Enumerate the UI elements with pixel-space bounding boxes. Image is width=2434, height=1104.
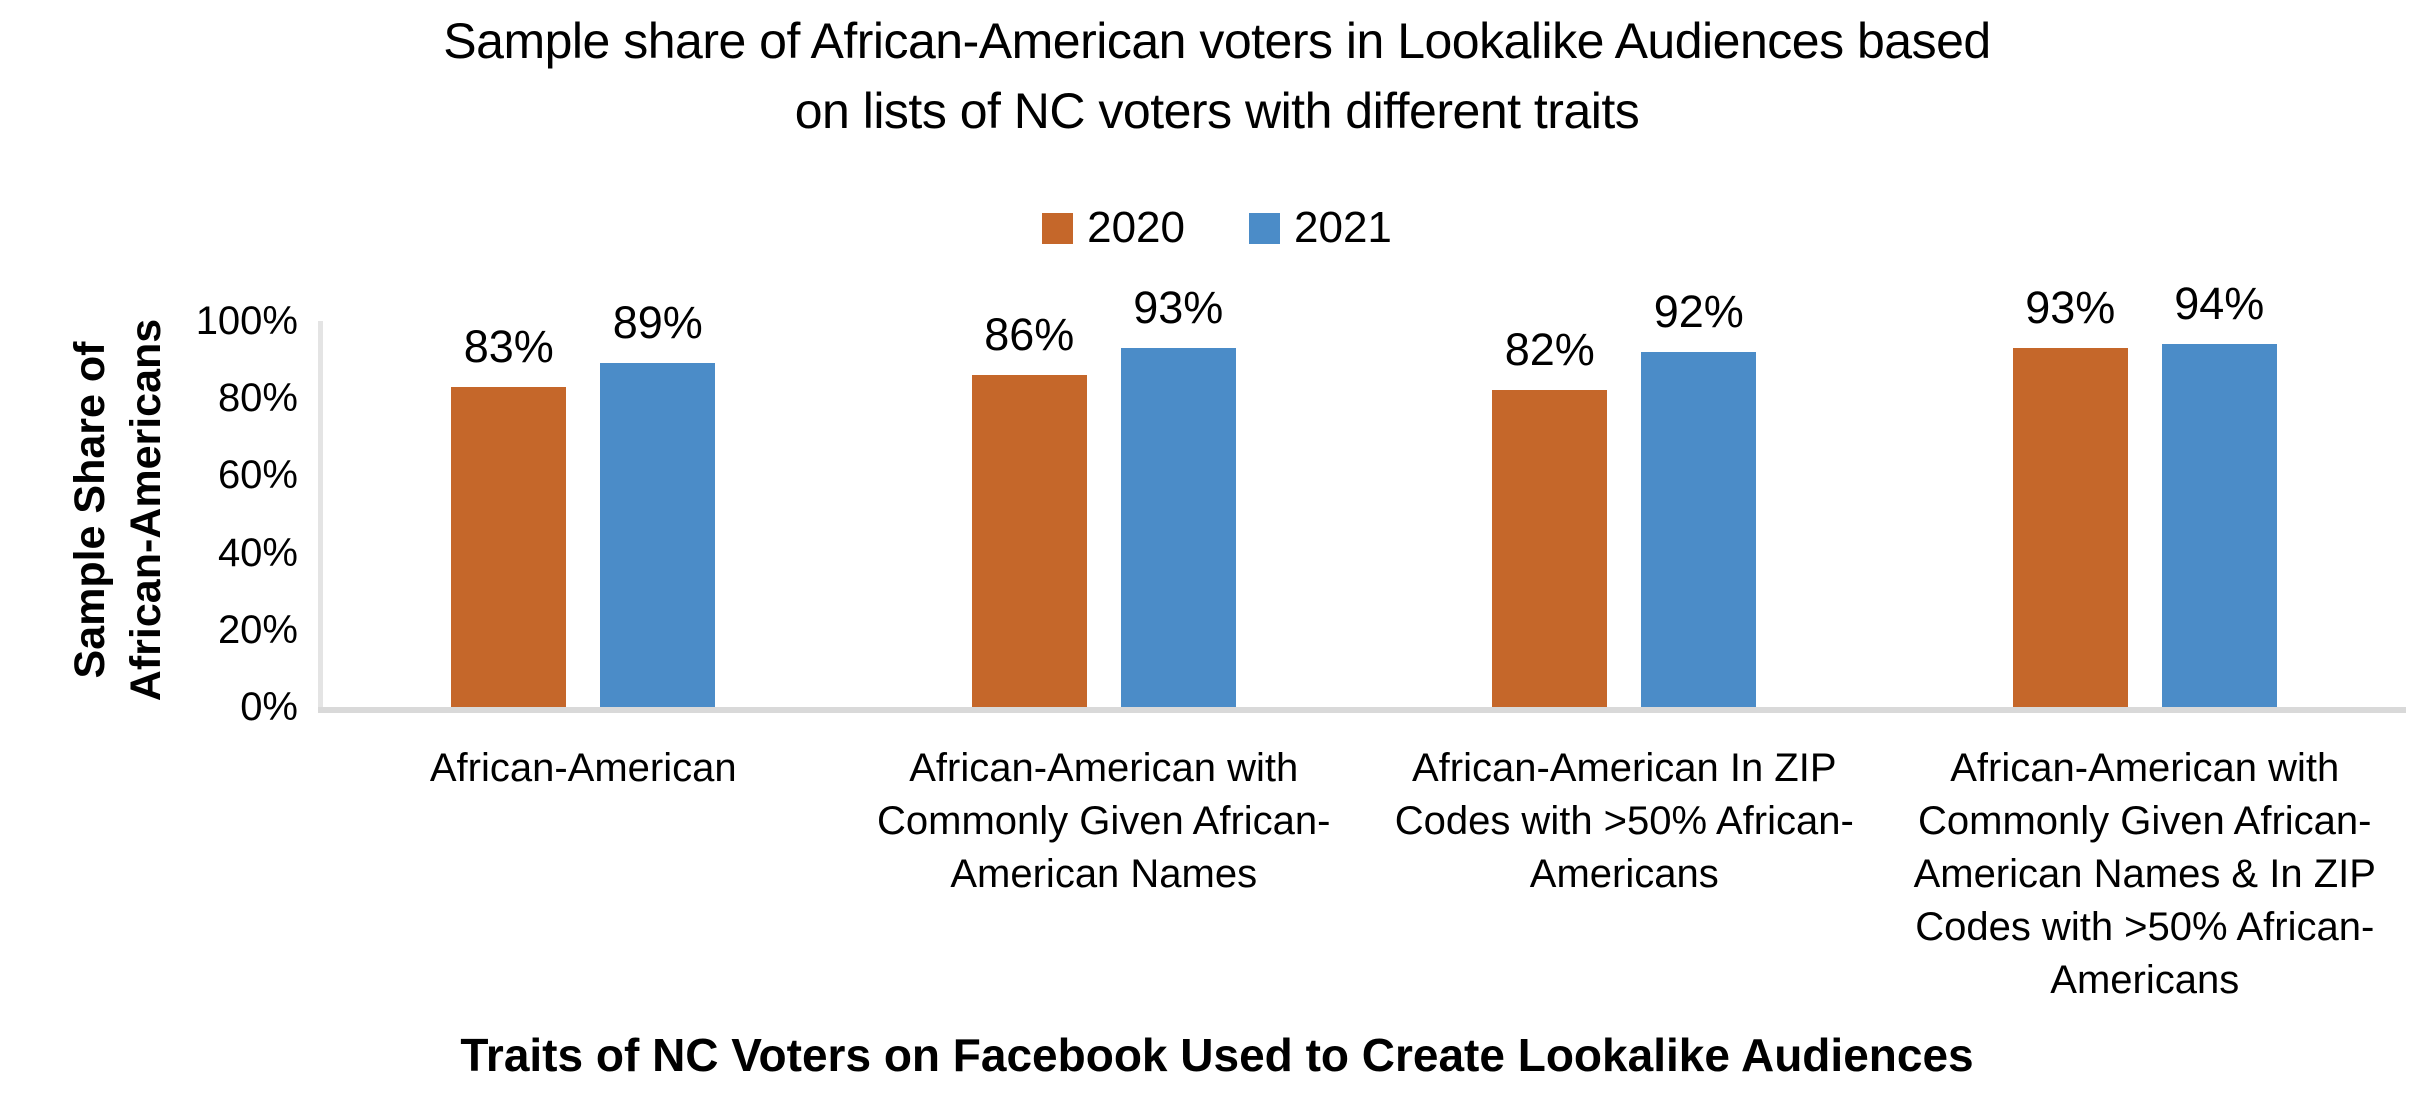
x-axis-title: Traits of NC Voters on Facebook Used to …	[460, 1029, 1974, 1081]
bar-value-label-2020-group-1: 83%	[463, 320, 554, 372]
y-axis-line	[318, 321, 323, 713]
y-axis-ticks: 100% 80% 60% 40% 20% 0%	[0, 299, 298, 729]
category-label-4: African-American with Commonly Given Afr…	[1885, 742, 2406, 1007]
bar-group-1: 83% 89%	[323, 297, 844, 707]
chart-title-line-2: on lists of NC voters with different tra…	[794, 83, 1640, 139]
bar-value-label-2020-group-4: 93%	[2025, 282, 2116, 334]
legend-swatch-2021	[1249, 212, 1280, 244]
legend-label-2020: 2020	[1087, 203, 1185, 252]
category-labels: African-American African-American with Co…	[323, 742, 2405, 1007]
x-axis-line	[318, 707, 2406, 713]
bar-group-2: 86% 93%	[844, 282, 1365, 707]
category-label-text-2: African-American with Commonly Given Afr…	[877, 746, 1331, 896]
legend-label-2021: 2021	[1294, 203, 1392, 252]
legend-item-2021: 2021	[1249, 203, 1392, 253]
bar-2020-group-3: 82%	[1492, 324, 1608, 707]
y-tick-label-20: 20%	[217, 607, 298, 652]
bar-value-label-2020-group-2: 86%	[984, 309, 1075, 361]
bar-2021-group-3: 92%	[1641, 286, 1757, 707]
chart-title-line-1: Sample share of African-American voters …	[443, 13, 1991, 69]
bar-value-label-2021-group-1: 89%	[612, 297, 703, 349]
chart-title: Sample share of African-American voters …	[0, 6, 2434, 146]
bar-2021-group-4: 94%	[2161, 278, 2277, 707]
bar-2020-group-1: 83%	[451, 321, 567, 707]
y-tick-label-100: 100%	[195, 299, 298, 343]
y-tick-label-40: 40%	[217, 530, 298, 575]
category-label-3: African-American In ZIP Codes with >50% …	[1364, 742, 1885, 1007]
bar-value-label-2021-group-4: 94%	[2174, 278, 2265, 330]
category-label-text-3: African-American In ZIP Codes with >50% …	[1394, 746, 1854, 896]
category-label-text-1: African-American	[429, 746, 737, 790]
category-label-text-4: African-American with Commonly Given Afr…	[1913, 746, 2376, 1002]
plot-area: 83% 89% 86% 93% 82% 92% 93% 94%	[323, 278, 2406, 707]
bar-2021-group-1: 89%	[600, 297, 716, 707]
bar-group-3: 82% 92%	[1364, 286, 1885, 707]
y-tick-label-0: 0%	[240, 685, 298, 729]
category-label-1: African-American	[323, 742, 844, 1007]
legend: 2020 2021	[0, 203, 2434, 253]
y-tick-label-60: 60%	[217, 453, 298, 498]
bar-2021-group-2: 93%	[1120, 282, 1236, 707]
bar-value-label-2021-group-3: 92%	[1653, 285, 1744, 337]
bar-value-label-2020-group-3: 82%	[1504, 324, 1595, 376]
y-tick-label-80: 80%	[217, 376, 298, 421]
bar-value-label-2021-group-2: 93%	[1133, 282, 1224, 334]
bar-2020-group-4: 93%	[2012, 282, 2128, 707]
legend-item-2020: 2020	[1042, 203, 1185, 253]
bar-2020-group-2: 86%	[971, 309, 1087, 707]
category-label-2: African-American with Commonly Given Afr…	[844, 742, 1365, 1007]
bar-group-4: 93% 94%	[1885, 278, 2406, 707]
legend-swatch-2020	[1042, 212, 1074, 244]
